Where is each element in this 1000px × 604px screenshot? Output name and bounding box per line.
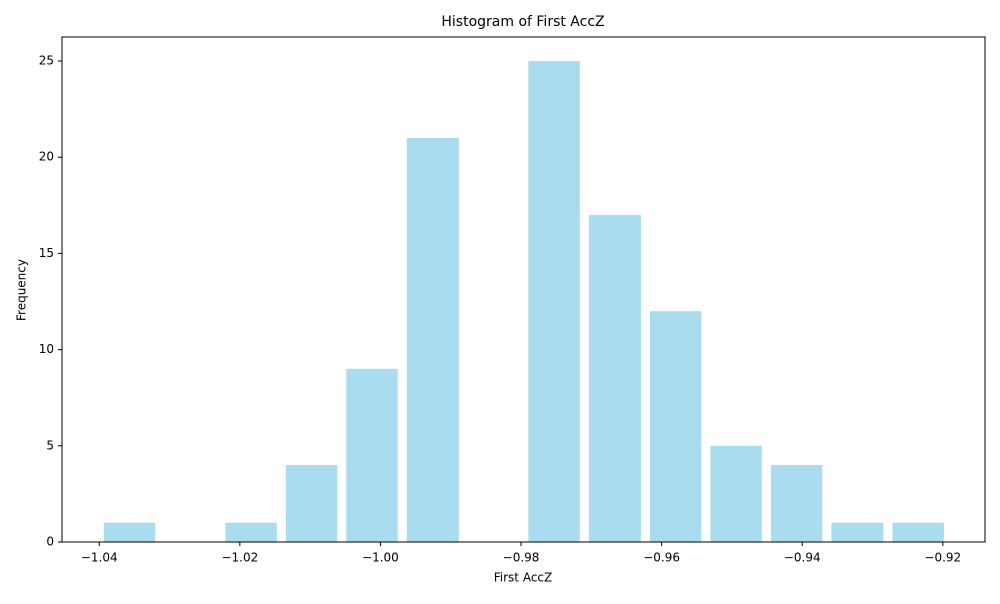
bar (831, 522, 884, 542)
bar (588, 214, 641, 542)
y-tick-label: 15 (39, 246, 54, 260)
chart-title: Histogram of First AccZ (441, 14, 604, 30)
bar (770, 465, 823, 542)
x-tick-label: −0.92 (924, 551, 961, 565)
y-axis-label: Frequency (15, 259, 29, 321)
bar (528, 61, 580, 543)
bar (406, 138, 459, 542)
y-tick-label: 0 (46, 535, 54, 549)
y-tick-label: 25 (39, 54, 54, 68)
x-tick-label: −0.98 (503, 551, 540, 565)
x-tick-label: −1.02 (221, 551, 258, 565)
x-tick-label: −1.04 (81, 551, 118, 565)
bar (225, 522, 277, 542)
plot-frame (61, 36, 986, 543)
x-tick-label: −0.94 (784, 551, 821, 565)
y-tick-label: 5 (46, 438, 54, 452)
x-tick-label: −1.00 (362, 551, 399, 565)
y-tick-label: 10 (39, 342, 54, 356)
x-axis-label: First AccZ (494, 571, 552, 585)
bar (892, 522, 944, 542)
bar (710, 445, 762, 542)
bar (346, 368, 398, 542)
x-tick-label: −0.96 (643, 551, 680, 565)
y-tick-label: 20 (39, 150, 54, 164)
bar (103, 522, 156, 542)
bar (649, 311, 702, 542)
bar (285, 465, 338, 542)
